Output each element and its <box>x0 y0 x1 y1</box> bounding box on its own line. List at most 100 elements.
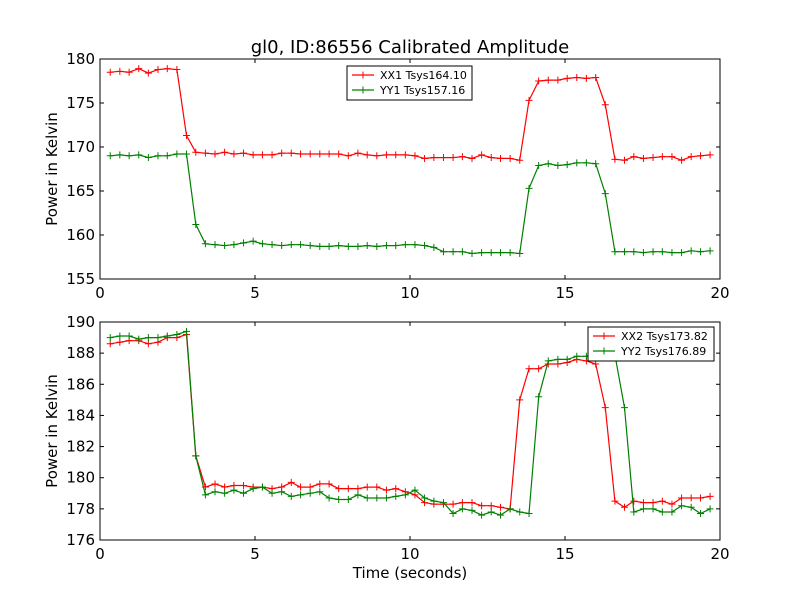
data-point <box>344 152 352 160</box>
data-point <box>325 480 333 488</box>
data-point <box>630 497 638 505</box>
data-point <box>335 485 343 493</box>
data-point <box>621 248 629 256</box>
data-point <box>154 66 162 74</box>
data-point <box>163 65 171 73</box>
data-point <box>601 404 609 412</box>
data-point <box>421 494 429 502</box>
data-point <box>687 494 695 502</box>
data-point <box>135 151 143 159</box>
legend <box>587 326 715 362</box>
data-point <box>458 153 466 161</box>
data-point <box>116 332 124 340</box>
data-point <box>611 497 619 505</box>
y-tick-label: 184 <box>66 406 95 424</box>
data-point <box>544 160 552 168</box>
data-point <box>630 248 638 256</box>
data-point <box>221 148 229 156</box>
data-point <box>696 494 704 502</box>
data-point <box>192 148 200 156</box>
data-point <box>325 494 333 502</box>
data-point <box>639 249 647 257</box>
data-point <box>278 242 286 250</box>
data-point <box>249 485 257 493</box>
data-point <box>563 355 571 363</box>
bottom-panel: 0 5 10 15 20 176 178 180 182 184 186 188 190 Power in… <box>43 313 730 582</box>
data-point <box>497 503 505 511</box>
data-point <box>173 66 181 74</box>
data-point <box>421 242 429 250</box>
data-point <box>221 483 229 491</box>
data-point <box>630 508 638 516</box>
x-tick-label: 0 <box>95 545 105 563</box>
data-point <box>649 248 657 256</box>
data-point <box>106 334 114 342</box>
data-point <box>325 242 333 250</box>
data-point <box>297 150 305 158</box>
y-tick-label: 190 <box>66 313 95 331</box>
y-tick-label: 180 <box>66 469 95 487</box>
data-point <box>487 508 495 516</box>
data-point <box>449 248 457 256</box>
data-point <box>201 149 209 157</box>
data-point <box>678 502 686 510</box>
data-point <box>182 327 190 335</box>
data-point <box>582 159 590 167</box>
legend-label: XX1 Tsys164.10 <box>380 69 467 82</box>
data-point <box>373 242 381 250</box>
data-point <box>658 508 666 516</box>
data-point <box>287 241 295 249</box>
data-point <box>497 511 505 519</box>
data-point <box>316 480 324 488</box>
data-point <box>525 510 533 518</box>
data-point <box>639 499 647 507</box>
data-point <box>573 73 581 81</box>
data-point <box>401 241 409 249</box>
data-point <box>354 491 362 499</box>
data-point <box>601 101 609 109</box>
data-point <box>325 150 333 158</box>
series-line-1 <box>110 333 711 510</box>
data-point <box>211 150 219 158</box>
data-point <box>287 149 295 157</box>
data-point <box>668 508 676 516</box>
y-axis-label: Power in Kelvin <box>43 374 61 488</box>
data-point <box>192 452 200 460</box>
data-point <box>516 508 524 516</box>
x-tick-label: 10 <box>400 545 419 563</box>
data-point <box>201 491 209 499</box>
data-point <box>535 365 543 373</box>
data-point <box>678 249 686 257</box>
data-point <box>658 248 666 256</box>
data-point <box>249 237 257 245</box>
data-point <box>554 161 562 169</box>
chart-title: gl0, ID:86556 Calibrated Amplitude <box>251 37 570 58</box>
data-point <box>621 404 629 412</box>
data-point <box>230 241 238 249</box>
data-point <box>221 489 229 497</box>
data-point <box>354 242 362 250</box>
data-point <box>430 243 438 251</box>
y-tick-label: 160 <box>66 226 95 244</box>
data-point <box>306 483 314 491</box>
data-point <box>649 154 657 162</box>
data-point <box>382 494 390 502</box>
x-tick-label: 5 <box>250 545 260 563</box>
data-point <box>687 503 695 511</box>
data-point <box>439 499 447 507</box>
data-point <box>535 161 543 169</box>
data-point <box>392 492 400 500</box>
data-point <box>706 247 714 255</box>
data-point <box>706 492 714 500</box>
data-point <box>230 150 238 158</box>
data-point <box>563 74 571 82</box>
data-point <box>144 334 152 342</box>
data-point <box>221 242 229 250</box>
data-point <box>554 76 562 84</box>
y-tick-label: 188 <box>66 344 95 362</box>
data-point <box>154 334 162 342</box>
data-point <box>658 153 666 161</box>
data-point <box>258 240 266 248</box>
data-point <box>211 488 219 496</box>
